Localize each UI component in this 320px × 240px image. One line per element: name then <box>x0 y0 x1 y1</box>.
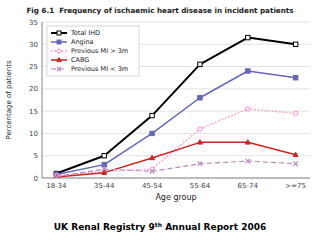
marker <box>293 111 297 115</box>
marker <box>293 76 297 80</box>
legend-marker <box>57 31 61 35</box>
y-tick-label: 30 <box>29 41 38 49</box>
marker <box>150 155 155 159</box>
marker <box>150 169 154 173</box>
marker <box>198 162 202 166</box>
marker <box>102 154 106 158</box>
legend-marker <box>57 58 61 62</box>
series <box>54 159 298 178</box>
legend-box <box>47 26 139 76</box>
marker <box>54 174 58 178</box>
series <box>54 107 298 178</box>
marker <box>246 107 250 111</box>
legend-marker <box>57 40 61 44</box>
marker <box>246 35 250 39</box>
series <box>54 69 298 177</box>
y-tick-label: 5 <box>34 152 38 160</box>
annotation: th <box>155 221 162 228</box>
x-tick-label: 55-64 <box>190 182 211 190</box>
x-axis <box>42 178 310 179</box>
y-tick-label: 20 <box>29 85 38 93</box>
marker <box>293 152 298 156</box>
y-tick-label: 25 <box>29 63 38 71</box>
legend-line <box>51 32 67 34</box>
legend-label: Previous MI < 3m <box>71 65 128 73</box>
footer: UK Renal Registry 9th Annual Report 2006 <box>54 221 266 233</box>
marker <box>102 162 106 166</box>
marker <box>198 140 203 144</box>
marker <box>150 113 154 117</box>
grid <box>42 22 310 178</box>
y-tick-label: 15 <box>29 108 38 116</box>
grid-line <box>42 178 310 179</box>
marker <box>246 159 250 163</box>
legend: Total IHDAnginaPrevious MI > 3mCABGPrevi… <box>47 26 139 76</box>
legend-label: Previous MI > 3m <box>71 47 128 55</box>
marker <box>198 127 202 131</box>
line <box>56 71 295 174</box>
title: Fig 6.1 Frequency of ischaemic heart dis… <box>26 6 293 15</box>
series <box>54 140 298 178</box>
legend-marker <box>57 49 61 53</box>
x-tick-label: 35-44 <box>94 182 115 190</box>
marker <box>150 131 154 135</box>
y-tick-label: 0 <box>34 175 38 183</box>
marker <box>102 167 106 171</box>
line <box>56 109 295 176</box>
line <box>56 161 295 177</box>
legend-label: CABG <box>71 56 89 64</box>
y-tick-label: 35 <box>29 19 38 27</box>
marker <box>293 42 297 46</box>
grid-line <box>42 22 310 23</box>
legend-marker <box>57 67 61 71</box>
legend-label: Total IHD <box>70 29 100 37</box>
x-tick-label: 45-54 <box>142 182 163 190</box>
marker <box>246 69 250 73</box>
y-axis-label: Percentage of patients <box>5 60 13 139</box>
x-axis-label: Age group <box>155 193 196 202</box>
grid-line <box>42 155 310 156</box>
marker <box>245 140 250 144</box>
annotation: Annual Report 2006 <box>162 222 266 232</box>
grid-line <box>42 133 310 134</box>
annotation: UK Renal Registry 9 <box>54 222 155 232</box>
marker <box>54 174 58 178</box>
y-tick-label: 10 <box>29 130 38 138</box>
marker <box>198 62 202 66</box>
marker <box>198 96 202 100</box>
legend-label: Angina <box>71 38 94 46</box>
x-tick-label: >=75 <box>285 182 306 190</box>
marker <box>293 162 297 166</box>
chart: Fig 6.1 Frequency of ischaemic heart dis… <box>0 0 320 240</box>
x-tick-label: 65-74 <box>238 182 259 190</box>
line <box>56 142 295 177</box>
x-tick-label: 18-34 <box>46 182 67 190</box>
y-axis <box>42 22 43 178</box>
